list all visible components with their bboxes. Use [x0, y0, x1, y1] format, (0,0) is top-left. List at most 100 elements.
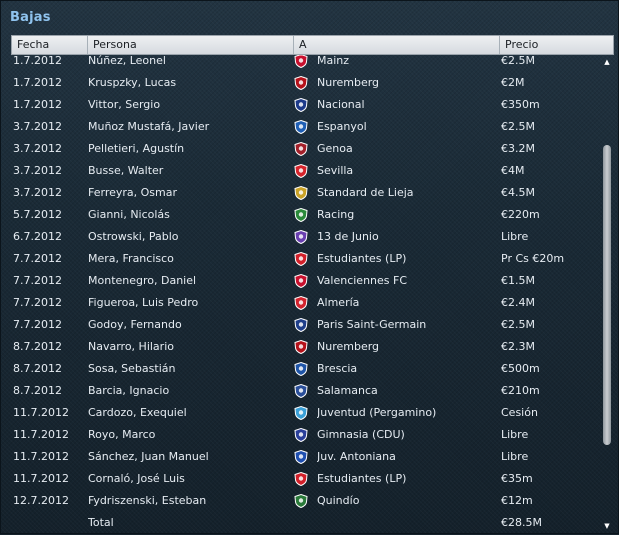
row-person-link[interactable]: Ostrowski, Pablo — [88, 230, 179, 243]
table-row[interactable]: 3.7.2012 Muñoz Mustafá, Javier Espanyol €2.… — [11, 116, 600, 138]
row-price: €2.4M — [501, 296, 535, 309]
row-date: 6.7.2012 — [13, 230, 62, 243]
table-row[interactable]: 7.7.2012 Montenegro, Daniel Valenciennes F… — [11, 270, 600, 292]
row-club-link[interactable]: 13 de Junio — [317, 230, 379, 243]
row-club-link[interactable]: Estudiantes (LP) — [317, 472, 407, 485]
row-club-link[interactable]: Salamanca — [317, 384, 378, 397]
table-row[interactable]: 12.7.2012 Fydriszenski, Esteban Quindío €12… — [11, 490, 600, 512]
row-date: 11.7.2012 — [13, 406, 69, 419]
table-row[interactable]: 7.7.2012 Mera, Francisco Estudiantes (LP) P… — [11, 248, 600, 270]
scrollbar-track[interactable] — [603, 69, 611, 519]
row-price: €1.5M — [501, 274, 535, 287]
table-row[interactable]: 5.7.2012 Gianni, Nicolás Racing €220m — [11, 204, 600, 226]
row-club-link[interactable]: Juv. Antoniana — [317, 450, 396, 463]
row-person-link[interactable]: Muñoz Mustafá, Javier — [88, 120, 210, 133]
column-header-fecha[interactable]: Fecha — [12, 36, 88, 54]
row-date: 3.7.2012 — [13, 120, 62, 133]
table-row[interactable]: 11.7.2012 Royo, Marco Gimnasia (CDU) Libre — [11, 424, 600, 446]
row-person-link[interactable]: Cardozo, Exequiel — [88, 406, 187, 419]
row-price: €12m — [501, 494, 533, 507]
row-club-link[interactable]: Racing — [317, 208, 355, 221]
table-row[interactable]: 3.7.2012 Pelletieri, Agustín Genoa €3.2M — [11, 138, 600, 160]
row-person-link[interactable]: Busse, Walter — [88, 164, 164, 177]
row-date: 11.7.2012 — [13, 472, 69, 485]
row-club-link[interactable]: Juventud (Pergamino) — [317, 406, 437, 419]
row-price: Libre — [501, 230, 529, 243]
row-person-link[interactable]: Pelletieri, Agustín — [88, 142, 185, 155]
scroll-up-arrow-icon[interactable]: ▲ — [604, 58, 610, 66]
row-person-link[interactable]: Gianni, Nicolás — [88, 208, 170, 221]
table-header: Fecha Persona A Precio — [11, 35, 614, 55]
row-person-link[interactable]: Núñez, Leonel — [88, 55, 166, 67]
scrollbar-thumb[interactable] — [603, 145, 611, 445]
row-date: 12.7.2012 — [13, 494, 69, 507]
row-club-link[interactable]: Brescia — [317, 362, 358, 375]
table-row[interactable]: 8.7.2012 Barcia, Ignacio Salamanca €210m — [11, 380, 600, 402]
panel-title: Bajas — [10, 10, 51, 25]
row-club-link[interactable]: Gimnasia (CDU) — [317, 428, 405, 441]
column-header-a[interactable]: A — [294, 36, 500, 54]
row-person-link[interactable]: Montenegro, Daniel — [88, 274, 197, 287]
psg-badge-icon — [294, 318, 308, 332]
row-club-link[interactable]: Quindío — [317, 494, 360, 507]
row-person-link[interactable]: Kruspzky, Lucas — [88, 76, 177, 89]
row-person-link[interactable]: Navarro, Hilario — [88, 340, 174, 353]
row-price: €4M — [501, 164, 525, 177]
row-person-link[interactable]: Barcia, Ignacio — [88, 384, 170, 397]
row-date: 1.7.2012 — [13, 98, 62, 111]
row-club-link[interactable]: Sevilla — [317, 164, 354, 177]
row-club-link[interactable]: Almería — [317, 296, 360, 309]
table-row[interactable]: 3.7.2012 Busse, Walter Sevilla €4M — [11, 160, 600, 182]
nacional-badge-icon — [294, 98, 308, 112]
row-club-badge — [294, 292, 310, 314]
row-price: €2.5M — [501, 120, 535, 133]
table-row[interactable]: 6.7.2012 Ostrowski, Pablo 13 de Junio Libre — [11, 226, 600, 248]
row-club-link[interactable]: Espanyol — [317, 120, 367, 133]
row-club-link[interactable]: Valenciennes FC — [317, 274, 408, 287]
table-row[interactable]: 11.7.2012 Cornaló, José Luis Estudiantes (… — [11, 468, 600, 490]
row-club-badge — [294, 270, 310, 292]
row-price: €35m — [501, 472, 533, 485]
row-person-link[interactable]: Fydriszenski, Esteban — [88, 494, 207, 507]
row-person-link[interactable]: Cornaló, José Luis — [88, 472, 185, 485]
row-price: €2.5M — [501, 55, 535, 67]
row-club-badge — [294, 402, 310, 424]
row-person-link[interactable]: Sosa, Sebastián — [88, 362, 176, 375]
row-club-badge — [294, 138, 310, 160]
table-row[interactable]: 7.7.2012 Godoy, Fernando Paris Saint-Germa… — [11, 314, 600, 336]
table-row[interactable]: 11.7.2012 Cardozo, Exequiel Juventud (Perg… — [11, 402, 600, 424]
row-person-link[interactable]: Royo, Marco — [88, 428, 156, 441]
row-club-badge — [294, 160, 310, 182]
vertical-scrollbar[interactable]: ▲ ▼ — [600, 55, 614, 535]
row-person-link[interactable]: Figueroa, Luis Pedro — [88, 296, 199, 309]
scroll-down-arrow-icon[interactable]: ▼ — [604, 522, 610, 530]
row-club-link[interactable]: Estudiantes (LP) — [317, 252, 407, 265]
13-de-junio-badge-icon — [294, 230, 308, 244]
table-row[interactable]: 3.7.2012 Ferreyra, Osmar Standard de Lieja… — [11, 182, 600, 204]
table-row[interactable]: 8.7.2012 Sosa, Sebastián Brescia €500m — [11, 358, 600, 380]
table-row[interactable]: 7.7.2012 Figueroa, Luis Pedro Almería €2.4M — [11, 292, 600, 314]
estudiantes-badge-icon — [294, 472, 308, 486]
row-club-link[interactable]: Paris Saint-Germain — [317, 318, 427, 331]
table-row[interactable]: 1.7.2012 Kruspzky, Lucas Nuremberg €2M — [11, 72, 600, 94]
table-row[interactable]: 1.7.2012 Núñez, Leonel Mainz €2.5M — [11, 55, 600, 72]
row-price: €4.5M — [501, 186, 535, 199]
row-club-link[interactable]: Nacional — [317, 98, 365, 111]
racing-badge-icon — [294, 208, 308, 222]
row-person-link[interactable]: Vittor, Sergio — [88, 98, 161, 111]
table-row[interactable]: 11.7.2012 Sánchez, Juan Manuel Juv. Antoni… — [11, 446, 600, 468]
column-header-persona[interactable]: Persona — [88, 36, 294, 54]
row-person-link[interactable]: Sánchez, Juan Manuel — [88, 450, 209, 463]
row-club-link[interactable]: Nuremberg — [317, 340, 380, 353]
row-club-link[interactable]: Nuremberg — [317, 76, 380, 89]
row-person-link[interactable]: Mera, Francisco — [88, 252, 174, 265]
table-row[interactable]: 8.7.2012 Navarro, Hilario Nuremberg €2.3M — [11, 336, 600, 358]
column-header-precio[interactable]: Precio — [505, 38, 539, 51]
row-person-link[interactable]: Godoy, Fernando — [88, 318, 182, 331]
row-club-link[interactable]: Standard de Lieja — [317, 186, 414, 199]
row-club-link[interactable]: Mainz — [317, 55, 350, 67]
row-person-link[interactable]: Ferreyra, Osmar — [88, 186, 178, 199]
table-row[interactable]: 1.7.2012 Vittor, Sergio Nacional €350m — [11, 94, 600, 116]
row-club-link[interactable]: Genoa — [317, 142, 353, 155]
